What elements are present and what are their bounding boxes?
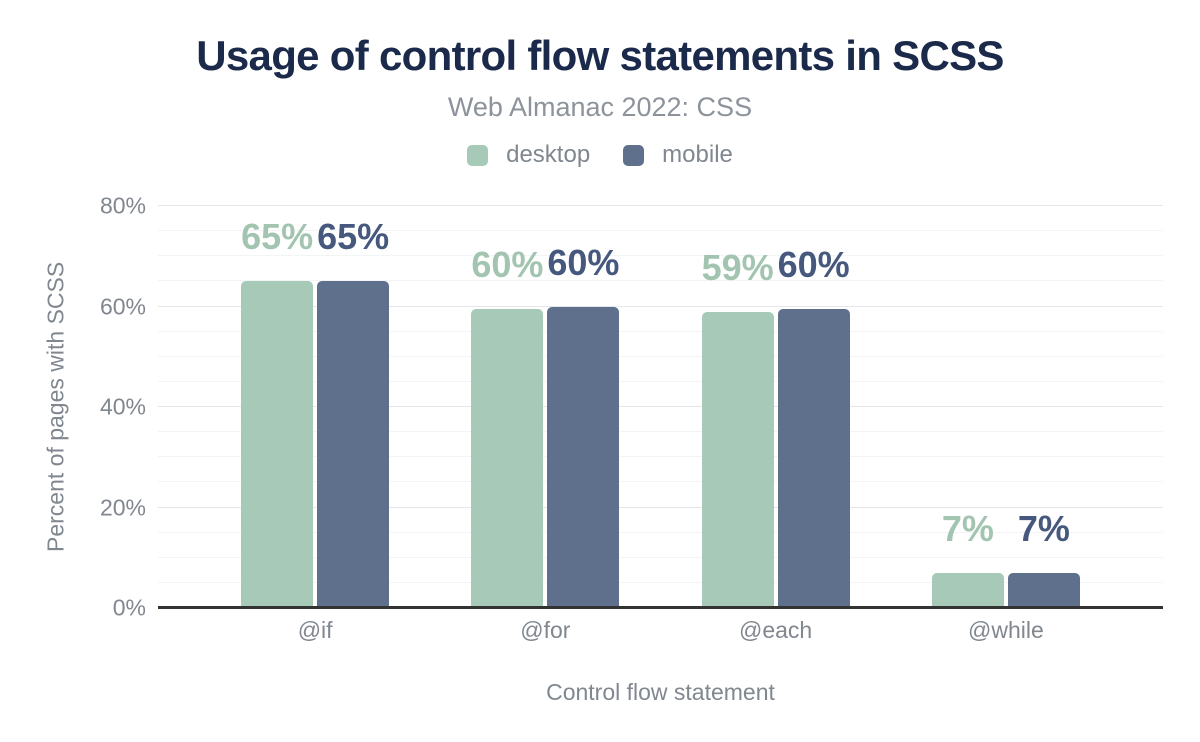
bar-mobile-for: 60%	[547, 244, 620, 608]
plot-area: 65% 65% 60% 60% 59% 60% 7% 7%	[158, 205, 1163, 609]
gridlines	[158, 205, 1163, 608]
y-tick-label: 40%	[99, 393, 146, 420]
bar-fill	[317, 281, 390, 608]
legend: desktop mobile	[0, 141, 1200, 169]
bar-value-label: 7%	[941, 507, 994, 549]
gridline-minor	[158, 380, 1163, 382]
chart-title: Usage of control flow statements in SCSS	[196, 32, 1004, 79]
bar-fill	[701, 311, 774, 608]
legend-label-mobile: mobile	[662, 141, 733, 168]
bar-mobile-each: 60%	[777, 247, 850, 608]
bar-mobile-while: 7%	[1007, 510, 1080, 608]
x-category-label: @if	[297, 617, 333, 643]
bar-group-each: 59% 60%	[661, 206, 891, 608]
bar-groups: 65% 65% 60% 60% 59% 60% 7% 7%	[158, 206, 1163, 608]
bar-value-label: 60%	[777, 244, 850, 286]
gridline-minor	[158, 531, 1163, 533]
x-category-label: @for	[520, 617, 571, 643]
legend-swatch-desktop	[467, 144, 489, 166]
gridline-minor	[158, 280, 1163, 282]
bar-fill	[241, 281, 314, 608]
bar-fill	[547, 306, 620, 608]
legend-item-desktop: desktop	[467, 141, 590, 169]
bar-fill	[777, 309, 850, 608]
gridline-minor	[158, 581, 1163, 583]
y-tick-label: 80%	[99, 192, 146, 219]
gridline-minor	[158, 355, 1163, 357]
x-category-label: @each	[739, 617, 813, 643]
gridline-major	[158, 506, 1163, 508]
bar-group-while: 7% 7%	[891, 206, 1121, 608]
bar-mobile-if: 65%	[317, 219, 390, 608]
gridline-minor	[158, 230, 1163, 232]
bar-fill	[1007, 572, 1080, 608]
gridline-minor	[158, 481, 1163, 483]
bar-value-label: 65%	[317, 216, 390, 258]
x-axis-line	[158, 606, 1163, 609]
bar-fill	[471, 309, 544, 608]
bar-value-label: 60%	[547, 241, 620, 283]
bar-group-if: 65% 65%	[200, 206, 430, 608]
y-tick-label: 60%	[99, 293, 146, 319]
gridline-minor	[158, 431, 1163, 433]
x-axis-labels: @if @for @each @while	[158, 617, 1163, 644]
gridline-minor	[158, 330, 1163, 332]
bar-value-label: 60%	[471, 244, 544, 286]
legend-label-desktop: desktop	[506, 141, 591, 168]
x-category-label: @while	[967, 617, 1044, 643]
y-axis-ticks: 80% 60% 40% 20% 0%	[0, 194, 146, 619]
gridline-major	[158, 305, 1163, 307]
y-tick-label: 20%	[99, 494, 146, 520]
bar-desktop-while: 7%	[931, 510, 1004, 608]
legend-swatch-mobile	[623, 144, 645, 166]
bar-desktop-each: 59%	[701, 249, 774, 608]
bar-value-label: 7%	[1017, 507, 1070, 549]
y-tick-label: 0%	[112, 594, 146, 621]
bar-group-for: 60% 60%	[430, 206, 660, 608]
bar-fill	[931, 572, 1004, 608]
gridline-minor	[158, 255, 1163, 257]
bar-desktop-if: 65%	[241, 219, 314, 608]
gridline-minor	[158, 556, 1163, 558]
bar-value-label: 65%	[241, 216, 314, 258]
x-axis-title: Control flow statement	[546, 679, 775, 705]
gridline-minor	[158, 456, 1163, 458]
legend-item-mobile: mobile	[623, 141, 733, 169]
chart-subtitle: Web Almanac 2022: CSS	[447, 92, 753, 122]
gridline-major	[158, 406, 1163, 407]
bar-desktop-for: 60%	[471, 247, 544, 608]
gridline-major	[158, 205, 1163, 206]
bar-value-label: 59%	[701, 246, 774, 288]
